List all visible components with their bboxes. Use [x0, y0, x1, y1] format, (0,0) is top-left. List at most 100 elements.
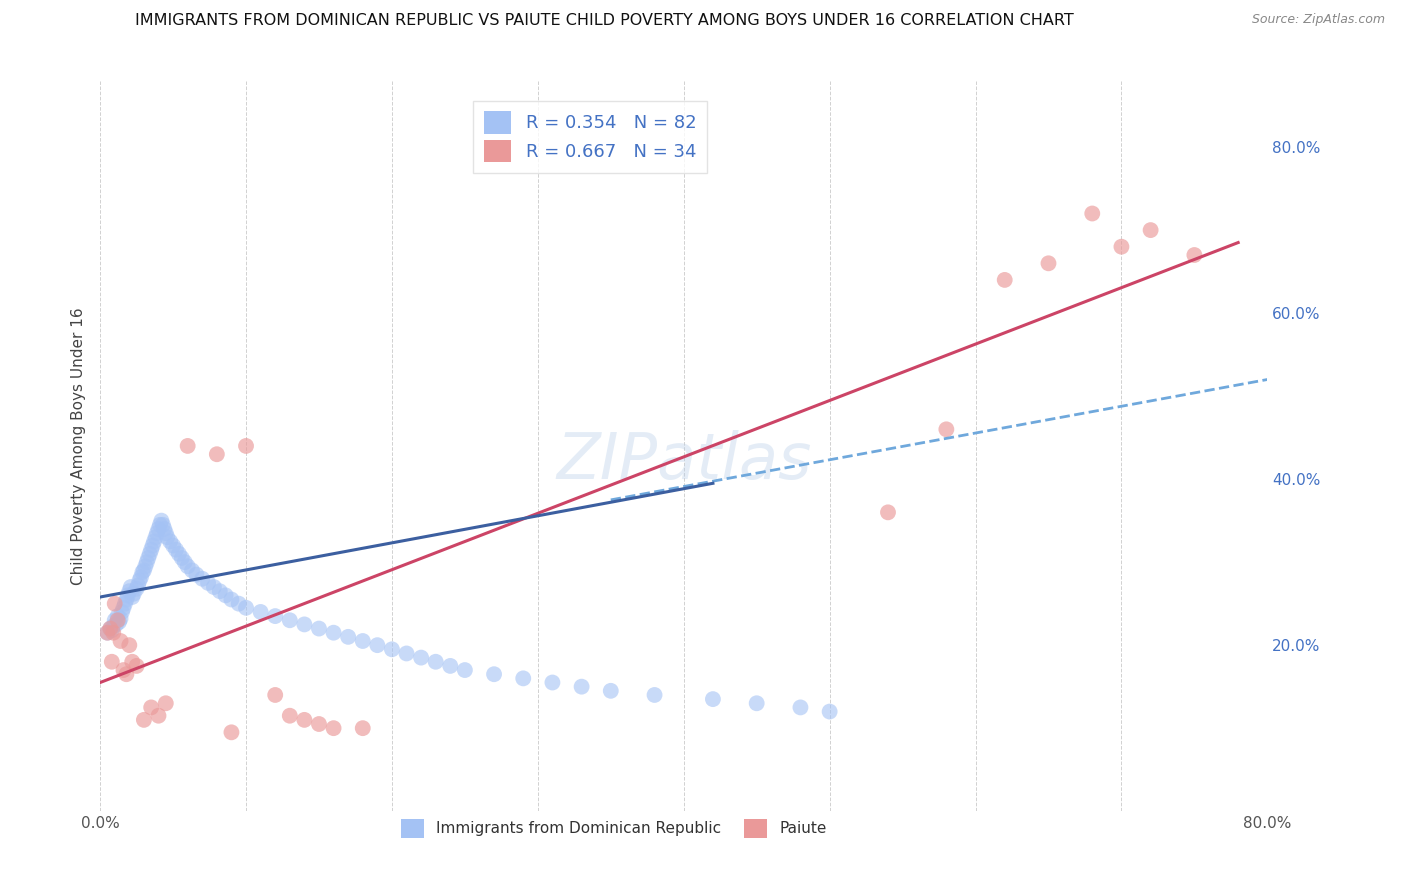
Point — [98, 622, 121, 636]
Point — [121, 655, 143, 669]
Point — [292, 617, 315, 632]
Point — [104, 597, 127, 611]
Point — [118, 584, 141, 599]
Point — [129, 570, 152, 584]
Point — [205, 447, 228, 461]
Text: ZIPatlas: ZIPatlas — [555, 430, 811, 491]
Point — [103, 619, 125, 633]
Point — [111, 605, 134, 619]
Point — [425, 655, 447, 669]
Point — [101, 624, 124, 638]
Point — [135, 555, 157, 569]
Point — [381, 642, 404, 657]
Point — [482, 667, 505, 681]
Point — [439, 659, 461, 673]
Point — [128, 574, 150, 588]
Point — [148, 708, 170, 723]
Point — [110, 634, 132, 648]
Point — [162, 539, 184, 553]
Point — [197, 575, 219, 590]
Point — [114, 597, 136, 611]
Point — [103, 625, 125, 640]
Point — [221, 725, 243, 739]
Point — [159, 534, 181, 549]
Point — [96, 625, 118, 640]
Point — [264, 609, 287, 624]
Point — [228, 597, 250, 611]
Point — [115, 667, 138, 681]
Point — [167, 547, 190, 561]
Point — [149, 517, 172, 532]
Point — [202, 580, 225, 594]
Point — [132, 713, 155, 727]
Point — [789, 700, 811, 714]
Point — [112, 600, 135, 615]
Y-axis label: Child Poverty Among Boys Under 16: Child Poverty Among Boys Under 16 — [72, 307, 86, 585]
Point — [156, 530, 179, 544]
Point — [150, 514, 173, 528]
Point — [278, 708, 301, 723]
Point — [1038, 256, 1060, 270]
Point — [170, 551, 193, 566]
Point — [264, 688, 287, 702]
Point — [235, 600, 257, 615]
Point — [136, 551, 159, 566]
Point — [153, 522, 176, 536]
Point — [308, 717, 330, 731]
Point — [115, 592, 138, 607]
Point — [145, 530, 167, 544]
Point — [1081, 206, 1104, 220]
Point — [308, 622, 330, 636]
Point — [138, 547, 160, 561]
Point — [181, 564, 204, 578]
Point — [191, 572, 214, 586]
Point — [292, 713, 315, 727]
Point — [132, 564, 155, 578]
Point — [121, 590, 143, 604]
Point — [512, 671, 534, 685]
Point — [176, 559, 198, 574]
Point — [454, 663, 477, 677]
Point — [1139, 223, 1161, 237]
Point — [322, 721, 344, 735]
Point — [745, 696, 768, 710]
Legend: Immigrants from Dominican Republic, Paiute: Immigrants from Dominican Republic, Paiu… — [395, 813, 832, 844]
Point — [155, 526, 177, 541]
Point — [131, 565, 153, 579]
Point — [221, 592, 243, 607]
Point — [96, 625, 118, 640]
Point — [125, 659, 148, 673]
Point — [395, 647, 418, 661]
Point — [98, 622, 121, 636]
Point — [148, 522, 170, 536]
Point — [877, 505, 900, 519]
Point — [249, 605, 271, 619]
Point — [541, 675, 564, 690]
Point — [352, 721, 374, 735]
Point — [173, 555, 195, 569]
Point — [235, 439, 257, 453]
Point — [994, 273, 1017, 287]
Point — [107, 609, 129, 624]
Point — [644, 688, 666, 702]
Point — [122, 587, 145, 601]
Point — [117, 588, 139, 602]
Point — [165, 542, 187, 557]
Point — [141, 542, 163, 557]
Point — [142, 539, 165, 553]
Point — [411, 650, 433, 665]
Point — [101, 655, 124, 669]
Point — [186, 567, 208, 582]
Point — [105, 617, 128, 632]
Point — [352, 634, 374, 648]
Point — [599, 683, 621, 698]
Point — [112, 663, 135, 677]
Point — [214, 588, 236, 602]
Point — [143, 534, 166, 549]
Point — [118, 638, 141, 652]
Point — [110, 611, 132, 625]
Point — [134, 559, 156, 574]
Point — [935, 422, 957, 436]
Point — [278, 613, 301, 627]
Point — [1182, 248, 1205, 262]
